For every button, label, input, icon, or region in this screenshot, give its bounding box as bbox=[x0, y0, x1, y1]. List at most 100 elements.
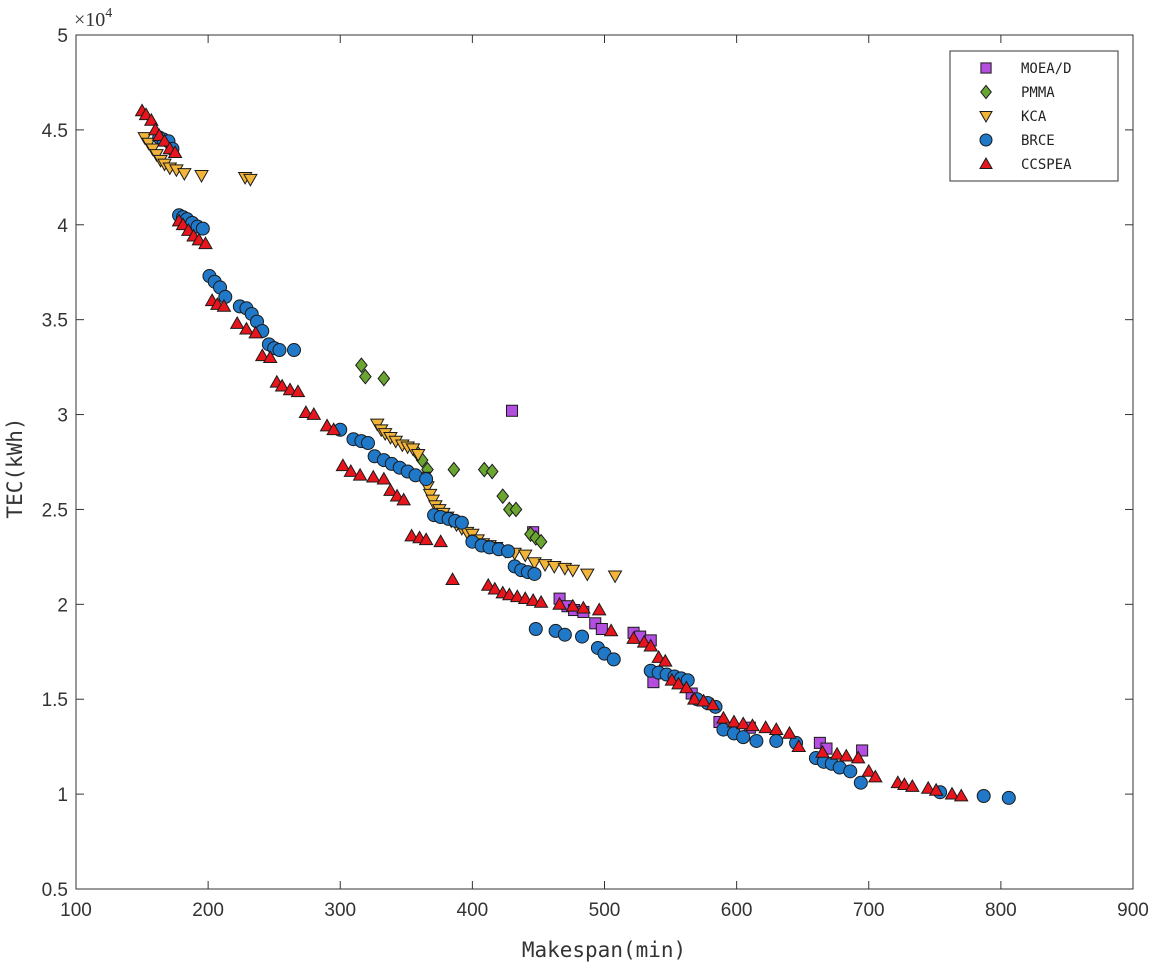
ccspea-point bbox=[686, 691, 702, 705]
ccspea-point bbox=[143, 112, 159, 126]
ccspea-point bbox=[306, 407, 322, 420]
kca-point bbox=[517, 549, 533, 563]
pmma-point bbox=[355, 357, 368, 374]
ccspea-point bbox=[705, 697, 721, 711]
kca-point bbox=[579, 568, 595, 582]
ccspea-point bbox=[829, 746, 845, 760]
ccspea-point bbox=[575, 600, 591, 614]
y-tick-label: 3 bbox=[57, 406, 68, 427]
ccspea-point bbox=[953, 788, 969, 802]
x-tick-label: 200 bbox=[192, 900, 224, 921]
ccspea-point bbox=[509, 589, 525, 603]
pmma-point bbox=[529, 529, 543, 546]
ccspea-point bbox=[696, 693, 711, 707]
ccspea-point bbox=[480, 577, 496, 591]
legend-label: PMMA bbox=[1021, 85, 1055, 101]
brce-point bbox=[557, 627, 572, 642]
x-axis: 100 200 300 400 500 600 700 800 900 bbox=[60, 35, 1149, 921]
ccspea-point bbox=[904, 779, 920, 792]
ccspea-point bbox=[838, 748, 854, 762]
brce-point bbox=[454, 515, 469, 530]
ccspea-point bbox=[897, 777, 912, 790]
x-tick-label: 900 bbox=[1117, 900, 1149, 921]
y-axis-title: TEC(kWh) bbox=[3, 417, 27, 518]
ccspea-point bbox=[433, 534, 449, 548]
brce-point bbox=[769, 733, 784, 748]
moea-d-point bbox=[505, 404, 519, 417]
kca-point bbox=[194, 170, 209, 183]
kca-point bbox=[243, 173, 258, 187]
brce-point bbox=[575, 629, 590, 644]
pmma-point bbox=[534, 533, 548, 550]
brce-point bbox=[853, 775, 868, 790]
ccspea-point bbox=[565, 598, 581, 612]
ccspea-point bbox=[944, 786, 960, 800]
ccspea-point bbox=[679, 680, 694, 694]
pmma-point bbox=[447, 461, 461, 478]
ccspea-point bbox=[735, 716, 751, 730]
ccspea-point bbox=[533, 594, 549, 608]
x-tick-label: 100 bbox=[60, 900, 92, 921]
legend-marker-brce bbox=[979, 133, 993, 147]
ccspea-point bbox=[525, 593, 541, 606]
ccspea-point bbox=[376, 471, 392, 485]
ccspea-point bbox=[335, 458, 351, 472]
ccspea-point bbox=[726, 714, 742, 728]
brce-point bbox=[843, 764, 858, 779]
pmma-point bbox=[358, 368, 372, 385]
ccspea-point bbox=[716, 710, 731, 724]
legend-marker-kca bbox=[979, 111, 993, 124]
legend: MOEA/D PMMA KCA BRCE CCSPEA bbox=[949, 50, 1119, 182]
ccspea-point bbox=[445, 572, 460, 586]
x-tick-label: 800 bbox=[985, 900, 1017, 921]
brce-point bbox=[501, 544, 516, 559]
brce-point bbox=[736, 730, 751, 745]
ccspea-point bbox=[517, 591, 533, 605]
ccspea-point bbox=[343, 463, 359, 477]
ccspea-point bbox=[248, 325, 264, 339]
brce-point bbox=[195, 221, 210, 236]
kca-point bbox=[527, 557, 542, 571]
kca-point bbox=[565, 564, 581, 578]
series-kca bbox=[137, 132, 623, 584]
ccspea-point bbox=[352, 467, 368, 481]
kca-point bbox=[607, 570, 623, 584]
ccspea-point bbox=[861, 763, 877, 777]
ccspea-point bbox=[920, 780, 936, 794]
ccspea-point bbox=[552, 596, 567, 610]
brce-point bbox=[976, 789, 991, 804]
pmma-point bbox=[477, 461, 491, 478]
y-axis: 0.5 1 1.5 2 2.5 3 3.5 4 4.5 5 bbox=[42, 26, 1133, 901]
pmma-point bbox=[509, 501, 523, 518]
x-tick-label: 700 bbox=[853, 900, 885, 921]
ccspea-point bbox=[928, 782, 944, 796]
legend-box bbox=[949, 50, 1119, 182]
y-tick-label: 1 bbox=[57, 785, 68, 806]
y-multiplier: ×104 bbox=[74, 6, 112, 31]
brce-point bbox=[527, 566, 542, 581]
legend-item-kca: KCA bbox=[979, 109, 1047, 125]
y-tick-label: 3.5 bbox=[42, 311, 68, 332]
ccspea-point bbox=[867, 769, 883, 783]
pmma-point bbox=[496, 488, 510, 505]
series-pmma bbox=[355, 357, 548, 550]
brce-point bbox=[287, 343, 302, 358]
ccspea-point bbox=[664, 672, 680, 686]
ccspea-point bbox=[216, 298, 232, 312]
x-axis-title: Makespan(min) bbox=[522, 938, 686, 962]
ccspea-point bbox=[651, 649, 667, 663]
brce-point bbox=[749, 733, 764, 748]
moea-d-point bbox=[595, 622, 608, 636]
series-ccspea bbox=[134, 103, 969, 802]
ccspea-point bbox=[326, 422, 342, 436]
legend-label: CCSPEA bbox=[1021, 157, 1072, 173]
legend-item-moea-d: MOEA/D bbox=[980, 61, 1072, 77]
legend-marker-pmma bbox=[980, 84, 992, 100]
ccspea-point bbox=[404, 528, 419, 542]
x-tick-label: 600 bbox=[721, 900, 753, 921]
brce-point bbox=[360, 436, 375, 451]
ccspea-point bbox=[262, 350, 278, 363]
y-tick-label: 5 bbox=[57, 26, 68, 47]
brce-point bbox=[606, 652, 621, 667]
